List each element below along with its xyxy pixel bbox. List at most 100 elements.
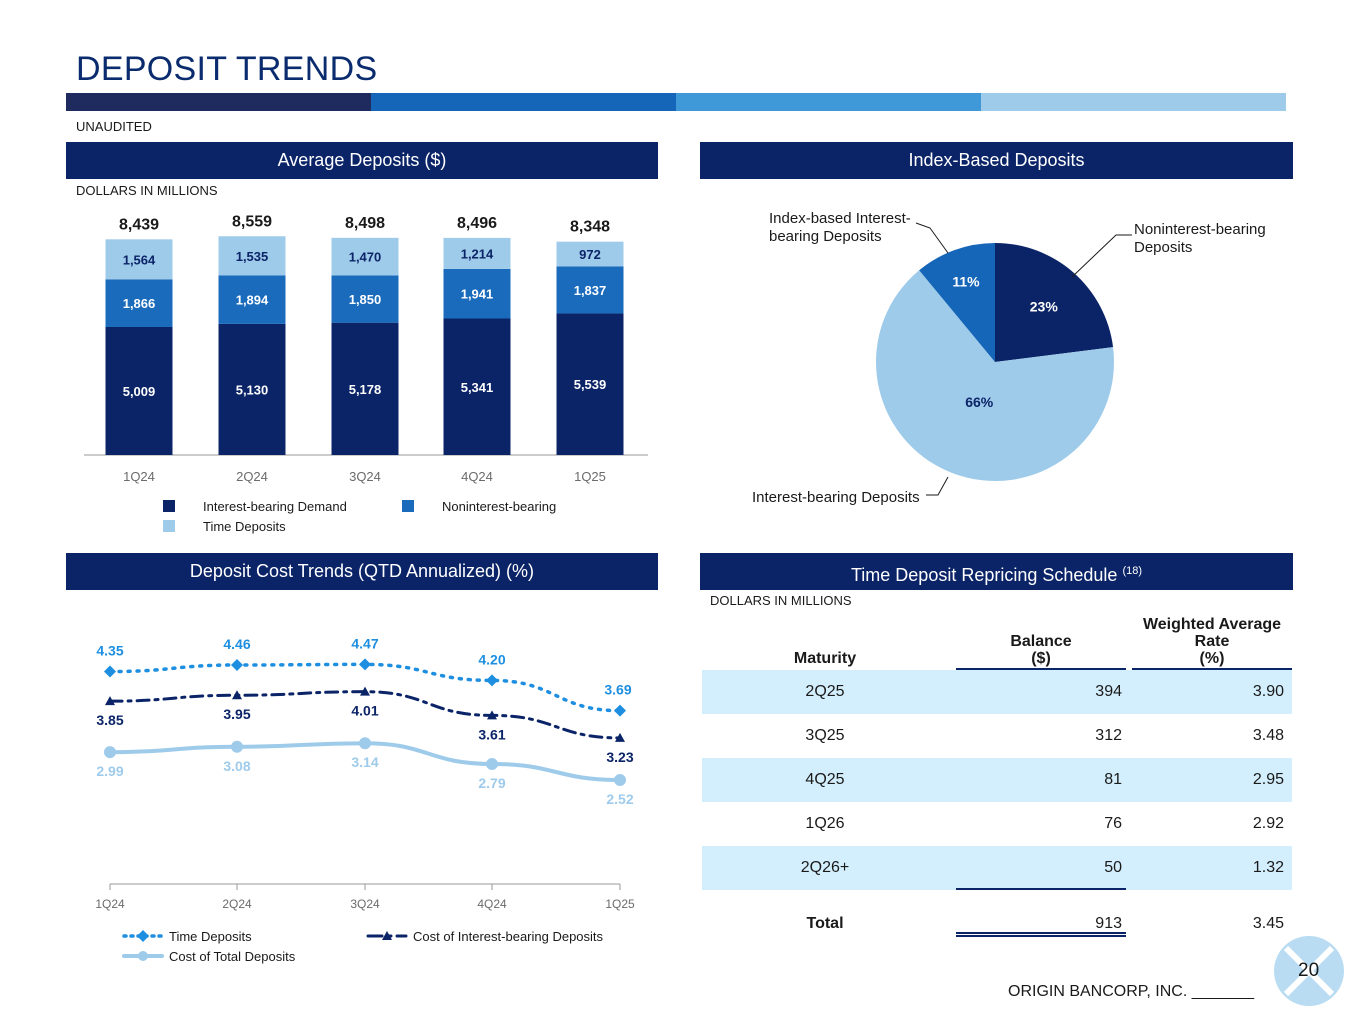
title-band-segment-1 — [66, 93, 371, 111]
pie-slice — [919, 243, 995, 362]
origin-logo-icon — [1274, 936, 1344, 1006]
callout-line — [915, 222, 949, 254]
legend-marker — [382, 931, 392, 940]
bar-segment — [331, 275, 399, 323]
bar-segment — [443, 237, 511, 269]
data-point-label: 3.95 — [223, 706, 250, 722]
data-point-label: 2.79 — [478, 775, 505, 791]
legend-swatch — [402, 500, 414, 512]
bar-total-label: 8,496 — [457, 215, 497, 232]
data-point-marker — [231, 740, 243, 753]
table-total-row: Total 913 3.45 — [702, 902, 1292, 946]
bar-value-label: 1,535 — [236, 249, 269, 264]
bar-segment — [218, 275, 286, 324]
cell-maturity: 4Q25 — [805, 771, 845, 788]
bar-value-label: 1,214 — [461, 246, 494, 261]
x-tick-label: 2Q24 — [236, 469, 268, 484]
bar-value-label: 1,564 — [123, 252, 156, 267]
pie-slice-label: 66% — [965, 394, 994, 410]
bar-value-label: 5,178 — [349, 382, 382, 397]
data-point-label: 4.20 — [478, 651, 505, 667]
x-tick-label: 1Q24 — [95, 897, 125, 911]
repricing-table: 2Q25 394 3.90 3Q25 312 3.48 4Q25 81 2.95… — [702, 670, 1292, 940]
col-header-balance-line1: Balance — [1010, 633, 1072, 650]
data-point-label: 4.47 — [351, 635, 378, 651]
table-row: 2Q25 394 3.90 — [702, 670, 1292, 714]
bar-segment — [556, 266, 624, 314]
callout-label: Noninterest-bearing — [1134, 221, 1266, 238]
cell-maturity: 1Q26 — [805, 815, 845, 832]
x-tick-label: 4Q24 — [477, 897, 507, 911]
data-point-marker — [360, 686, 370, 696]
data-point-marker — [486, 674, 498, 687]
avg-deposits-header: Average Deposits ($) — [66, 142, 658, 179]
page-number: 20 — [1298, 960, 1320, 981]
data-point-label: 2.52 — [606, 791, 633, 807]
cell-balance: 81 — [1104, 771, 1122, 788]
table-row: 2Q26+ 50 1.32 — [702, 846, 1292, 890]
cost-trends-header: Deposit Cost Trends (QTD Annualized) (%) — [66, 553, 658, 590]
bar-value-label: 5,341 — [461, 380, 494, 395]
data-point-label: 3.08 — [223, 758, 250, 774]
x-tick-label: 3Q24 — [350, 897, 380, 911]
data-point-marker — [614, 704, 626, 717]
bar-value-label: 5,539 — [574, 377, 607, 392]
bar-value-label: 1,894 — [236, 293, 269, 308]
bar-total-label: 8,559 — [232, 213, 272, 230]
repricing-units: DOLLARS IN MILLIONS — [710, 593, 852, 608]
data-point-label: 3.23 — [606, 749, 633, 765]
data-point-marker — [614, 774, 626, 786]
title-band-segment-4 — [981, 93, 1286, 111]
avg-deposits-units: DOLLARS IN MILLIONS — [76, 183, 218, 198]
bar-value-label: 5,130 — [236, 382, 269, 397]
data-point-marker — [104, 746, 116, 759]
total-double-underline — [956, 932, 1126, 937]
unaudited-label: UNAUDITED — [76, 119, 152, 134]
table-row: 1Q26 76 2.92 — [702, 802, 1292, 846]
legend-label: Cost of Interest-bearing Deposits — [413, 929, 604, 944]
callout-line — [926, 476, 949, 496]
data-point-marker — [105, 696, 115, 706]
bar-value-label: 1,837 — [574, 283, 607, 298]
data-point-marker — [487, 710, 497, 720]
data-point-marker — [104, 665, 116, 678]
cell-rate: 1.32 — [1252, 859, 1284, 876]
cell-balance: 312 — [1095, 727, 1122, 744]
legend-swatch — [163, 520, 175, 532]
title-band-segment-3 — [676, 93, 981, 111]
bar-value-label: 5,009 — [123, 384, 156, 399]
data-point-marker — [231, 659, 243, 671]
data-point-marker — [615, 732, 625, 742]
bar-value-label: 1,941 — [461, 287, 494, 302]
cell-total-rate: 3.45 — [1252, 915, 1284, 932]
index-deposits-header: Index-Based Deposits — [700, 142, 1293, 179]
bar-total-label: 8,439 — [119, 216, 159, 233]
callout-label: Interest-bearing Deposits — [752, 489, 920, 506]
bar-segment — [105, 326, 173, 455]
bar-total-label: 8,348 — [570, 219, 610, 236]
col-header-rate-line1: Weighted Average — [1142, 616, 1282, 633]
header-underline-rate — [1132, 668, 1292, 670]
col-header-rate-line2: Rate — [1194, 633, 1230, 650]
pie-slice-label: 23% — [1030, 299, 1059, 315]
bar-segment — [556, 313, 624, 455]
average-deposits-chart: 5,009 1,866 1,564 8,439 1Q24 5,130 1,894 1,535 8… — [84, 213, 648, 534]
callout-line — [1071, 234, 1132, 278]
callout-label: Deposits — [1134, 239, 1192, 256]
legend-label: Time Deposits — [169, 929, 252, 944]
data-point-label: 3.69 — [604, 682, 631, 698]
legend-marker — [137, 930, 149, 942]
bar-segment — [556, 241, 624, 267]
data-point-label: 3.14 — [351, 754, 378, 770]
x-tick-label: 1Q25 — [605, 897, 635, 911]
data-point-marker — [359, 737, 371, 750]
title-band-segment-2 — [371, 93, 676, 111]
data-point-label: 4.35 — [96, 643, 123, 659]
bar-value-label: 1,866 — [123, 296, 156, 311]
legend-label: Time Deposits — [203, 519, 286, 534]
data-point-marker — [232, 690, 242, 700]
bar-value-label: 1,470 — [349, 250, 382, 265]
repricing-header: Time Deposit Repricing Schedule (18) — [700, 553, 1293, 590]
col-header-balance-line2: ($) — [1031, 650, 1051, 667]
